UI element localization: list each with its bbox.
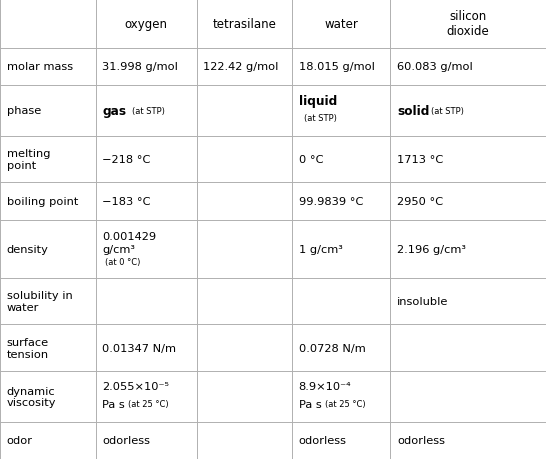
Text: odorless: odorless xyxy=(102,435,150,445)
Text: 99.9839 °C: 99.9839 °C xyxy=(299,196,363,207)
Text: silicon
dioxide: silicon dioxide xyxy=(447,10,490,38)
Text: (at STP): (at STP) xyxy=(304,114,337,123)
Text: surface
tension: surface tension xyxy=(7,337,49,359)
Text: oxygen: oxygen xyxy=(124,18,168,31)
Text: molar mass: molar mass xyxy=(7,62,73,72)
Text: solid: solid xyxy=(397,105,429,118)
Text: water: water xyxy=(324,18,358,31)
Text: 18.015 g/mol: 18.015 g/mol xyxy=(299,62,375,72)
Text: Pa s: Pa s xyxy=(102,399,125,409)
Text: dynamic
viscosity: dynamic viscosity xyxy=(7,386,56,407)
Text: g/cm³: g/cm³ xyxy=(102,244,135,254)
Text: (at STP): (at STP) xyxy=(431,106,464,116)
Text: phase: phase xyxy=(7,106,41,116)
Text: 1 g/cm³: 1 g/cm³ xyxy=(299,244,342,254)
Text: 8.9×10⁻⁴: 8.9×10⁻⁴ xyxy=(299,381,351,392)
Text: 2950 °C: 2950 °C xyxy=(397,196,443,207)
Text: 1713 °C: 1713 °C xyxy=(397,155,443,164)
Text: 122.42 g/mol: 122.42 g/mol xyxy=(203,62,278,72)
Text: 0.01347 N/m: 0.01347 N/m xyxy=(102,343,176,353)
Text: 2.196 g/cm³: 2.196 g/cm³ xyxy=(397,244,466,254)
Text: (at 25 °C): (at 25 °C) xyxy=(325,399,365,409)
Text: tetrasilane: tetrasilane xyxy=(212,18,276,31)
Text: 0 °C: 0 °C xyxy=(299,155,323,164)
Text: insoluble: insoluble xyxy=(397,297,448,306)
Text: −183 °C: −183 °C xyxy=(102,196,151,207)
Text: (at 25 °C): (at 25 °C) xyxy=(128,399,169,409)
Text: 2.055×10⁻⁵: 2.055×10⁻⁵ xyxy=(102,381,169,392)
Text: (at 0 °C): (at 0 °C) xyxy=(105,257,140,266)
Text: density: density xyxy=(7,244,49,254)
Text: odor: odor xyxy=(7,435,33,445)
Text: −218 °C: −218 °C xyxy=(102,155,151,164)
Text: 0.001429: 0.001429 xyxy=(102,231,156,241)
Text: 60.083 g/mol: 60.083 g/mol xyxy=(397,62,473,72)
Text: Pa s: Pa s xyxy=(299,399,322,409)
Text: solubility in
water: solubility in water xyxy=(7,291,72,312)
Text: gas: gas xyxy=(102,105,126,118)
Text: melting
point: melting point xyxy=(7,149,50,170)
Text: boiling point: boiling point xyxy=(7,196,78,207)
Text: 0.0728 N/m: 0.0728 N/m xyxy=(299,343,365,353)
Text: odorless: odorless xyxy=(299,435,347,445)
Text: liquid: liquid xyxy=(299,95,337,107)
Text: (at STP): (at STP) xyxy=(132,106,165,116)
Text: odorless: odorless xyxy=(397,435,445,445)
Text: 31.998 g/mol: 31.998 g/mol xyxy=(102,62,178,72)
